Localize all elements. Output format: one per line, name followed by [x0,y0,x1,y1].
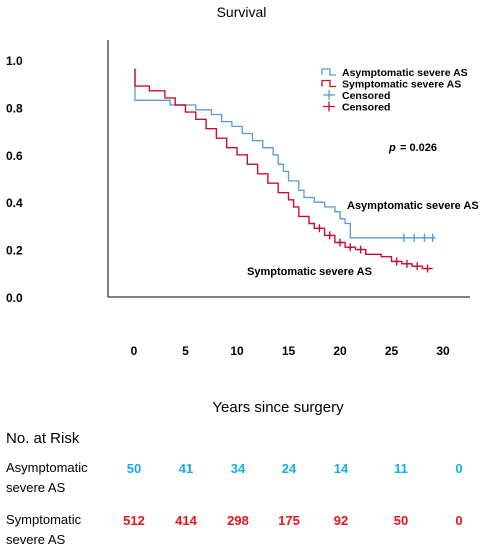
censored-mark-symptomatic [337,238,343,247]
censored-mark-symptomatic [403,259,410,268]
risk-value-asym: 0 [455,461,463,476]
risk-row-label-asymptomatic: Asymptomatic severe AS [6,458,88,498]
y-tick-label: 0.0 [6,291,23,305]
risk-row-label-symptomatic: Symptomatic severe AS [6,510,81,550]
legend-item: Symptomatic severe AS [321,79,461,91]
censored-mark-asymptomatic [429,233,436,242]
chart-series [134,68,436,273]
risk-value-sym: 92 [333,513,349,528]
chart-annotations: p = 0.026 Asymptomatic severe AS Symptomati… [247,142,479,278]
p-value-text: = 0.026 [400,142,437,154]
x-tick-label: 15 [282,344,296,358]
x-tick-label: 25 [385,344,399,358]
series-symptomatic-line [134,68,433,270]
risk-value-sym: 175 [278,513,300,528]
censored-mark-symptomatic [357,245,364,254]
risk-row-label-line1: Symptomatic [6,512,82,527]
risk-value-asym: 41 [178,461,194,476]
risk-value-asym: 34 [230,461,246,476]
risk-value-asym: 14 [333,461,349,476]
risk-row-label-line2: severe AS [6,480,66,495]
risk-value-asym: 50 [126,461,142,476]
x-axis-label: Years since surgery [212,399,344,416]
censored-mark-symptomatic [393,257,400,266]
p-value-label: p [388,142,396,154]
chart-title: Survival [216,4,267,20]
risk-row-label-line1: Asymptomatic [6,460,88,475]
legend-label: Censored [342,102,390,114]
y-tick-label: 0.2 [6,244,23,258]
km-survival-chart: 0.0 0.2 0.4 0.6 0.8 1.0 0 5 10 15 20 25 30 Asymptoma… [6,40,479,358]
chart-axes: 0.0 0.2 0.4 0.6 0.8 1.0 0 5 10 15 20 25 30 [6,40,470,358]
risk-value-sym: 512 [123,513,145,528]
risk-value-asym: 24 [281,461,297,476]
risk-value-sym: 50 [393,513,409,528]
censored-mark-symptomatic [414,262,421,271]
censored-mark-asymptomatic [400,233,407,242]
legend-label: Asymptomatic severe AS [342,67,468,79]
series-label-symptomatic: Symptomatic severe AS [247,266,372,278]
x-tick-label: 0 [131,344,138,358]
risk-value-sym: 414 [175,513,197,528]
censored-mark-symptomatic [347,243,354,252]
y-tick-label: 1.0 [6,54,23,68]
censored-mark-symptomatic [424,264,431,273]
legend-item: Asymptomatic severe AS [321,67,468,79]
x-tick-label: 5 [182,344,189,358]
legend-item: Censored [323,101,390,114]
risk-value-sym: 298 [227,513,249,528]
censored-mark-symptomatic [326,231,333,240]
series-label-asymptomatic: Asymptomatic severe AS [347,200,479,212]
censored-mark-symptomatic [316,224,323,233]
y-tick-label: 0.4 [6,196,23,210]
legend-item: Censored [323,90,390,102]
censored-mark-asymptomatic [421,233,428,242]
risk-table-heading: No. at Risk [6,430,80,447]
legend-label: Symptomatic severe AS [342,79,461,91]
risk-row-label-line2: severe AS [6,532,66,547]
x-tick-label: 20 [333,344,347,358]
legend-step-swatch [321,79,336,88]
y-tick-label: 0.6 [6,149,23,163]
series-asymptomatic-line [134,68,433,239]
legend-label: Censored [342,90,390,102]
legend-step-swatch [321,68,336,76]
x-tick-label: 30 [436,344,450,358]
risk-value-asym: 11 [394,461,408,476]
y-tick-label: 0.8 [6,101,23,115]
risk-value-sym: 0 [455,513,463,528]
x-tick-label: 10 [230,344,244,358]
censored-mark-asymptomatic [411,233,418,242]
